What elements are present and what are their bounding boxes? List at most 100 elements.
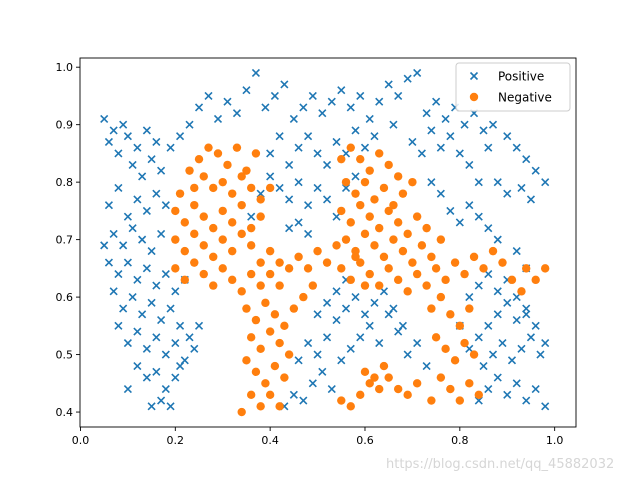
positive-point: [455, 218, 464, 227]
positive-point: [389, 304, 398, 313]
negative-point: [171, 235, 180, 244]
positive-point: [285, 224, 294, 233]
negative-point: [465, 379, 474, 388]
positive-point: [536, 350, 545, 359]
positive-point: [484, 143, 493, 152]
positive-point: [114, 270, 123, 279]
positive-point: [341, 304, 351, 313]
positive-point: [360, 143, 370, 152]
positive-point: [484, 224, 493, 233]
negative-point: [237, 200, 246, 210]
positive-point: [322, 333, 332, 342]
negative-point: [180, 218, 189, 227]
positive-point: [346, 103, 355, 112]
positive-point: [436, 189, 445, 198]
positive-point: [351, 172, 360, 181]
negative-point: [256, 195, 265, 204]
positive-point: [280, 80, 289, 89]
negative-point: [384, 373, 393, 382]
negative-point: [280, 321, 289, 331]
positive-point: [408, 137, 417, 146]
negative-point: [431, 333, 441, 342]
negative-point: [436, 373, 446, 382]
negative-point: [265, 327, 275, 336]
negative-point: [441, 275, 450, 285]
negative-point: [375, 281, 384, 290]
positive-point: [474, 281, 483, 290]
negative-point: [450, 356, 460, 365]
negative-point: [237, 407, 246, 417]
x-tick-label: 1.0: [546, 434, 564, 447]
positive-point: [356, 91, 365, 101]
negative-point: [365, 379, 374, 388]
positive-point: [484, 321, 493, 330]
positive-point: [493, 178, 502, 187]
negative-point: [412, 212, 422, 221]
positive-point: [446, 206, 455, 215]
positive-point: [436, 143, 445, 152]
negative-point: [190, 200, 199, 210]
negative-point: [403, 229, 412, 239]
y-tick-label: 1.0: [56, 61, 74, 74]
legend: Positive Negative: [455, 62, 571, 112]
positive-point: [261, 103, 270, 112]
negative-point: [384, 206, 393, 216]
negative-point: [337, 396, 346, 405]
positive-point: [128, 224, 137, 233]
negative-point: [218, 177, 227, 187]
negative-point: [427, 396, 436, 405]
negative-point: [303, 264, 313, 273]
positive-point: [322, 195, 332, 204]
negative-point: [265, 390, 275, 400]
positive-point: [299, 103, 308, 112]
positive-point: [351, 126, 360, 135]
positive-point: [313, 350, 322, 359]
positive-point: [417, 149, 426, 158]
y-tick-label: 0.7: [56, 234, 74, 247]
positive-point: [375, 97, 384, 106]
negative-point: [337, 206, 346, 216]
negative-point: [522, 264, 531, 273]
negative-point: [517, 287, 526, 296]
positive-point: [142, 344, 151, 353]
positive-point: [541, 178, 550, 187]
positive-point: [266, 149, 275, 158]
positive-point: [270, 91, 279, 101]
positive-point: [531, 321, 540, 330]
positive-point: [370, 298, 379, 307]
positive-point: [484, 384, 493, 394]
negative-point: [393, 275, 403, 285]
positive-point: [123, 212, 132, 221]
positive-point: [128, 160, 137, 169]
positive-point: [266, 172, 275, 181]
negative-point: [455, 396, 465, 405]
negative-point: [337, 264, 346, 273]
positive-point: [541, 339, 550, 348]
negative-point: [294, 252, 303, 262]
positive-point: [522, 155, 531, 164]
positive-point: [479, 362, 488, 371]
negative-point: [360, 281, 370, 290]
y-tick-label: 0.6: [56, 291, 74, 304]
negative-point: [228, 275, 237, 285]
negative-point: [379, 361, 389, 371]
positive-point: [507, 356, 517, 365]
positive-point: [389, 120, 398, 129]
negative-point: [256, 258, 265, 267]
positive-point: [185, 333, 194, 342]
negative-point: [242, 356, 251, 365]
negative-point: [265, 246, 275, 256]
legend-box: [455, 62, 571, 112]
negative-point: [332, 241, 341, 250]
negative-point: [351, 252, 360, 262]
positive-point: [157, 316, 166, 325]
negative-point: [256, 402, 265, 411]
negative-point: [460, 338, 469, 348]
negative-point: [284, 350, 294, 359]
positive-point: [493, 235, 502, 244]
positive-point: [460, 120, 469, 129]
negative-point: [531, 275, 540, 285]
negative-point: [455, 321, 465, 331]
negative-point: [479, 264, 488, 273]
negative-point: [246, 223, 256, 233]
